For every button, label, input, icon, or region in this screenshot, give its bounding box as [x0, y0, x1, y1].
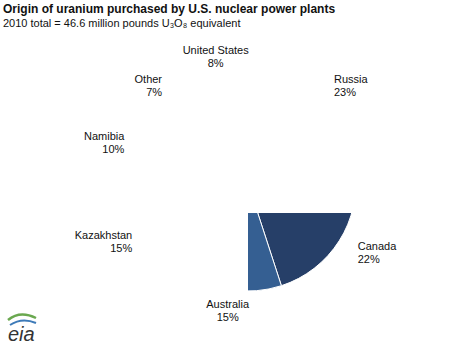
- logo-swoosh: [8, 314, 36, 320]
- slice-label: United States8%: [183, 44, 250, 69]
- pie-slice: [248, 213, 281, 291]
- logo-text: eia: [8, 323, 35, 345]
- data-label: 15%: [217, 311, 239, 323]
- pie: [248, 213, 356, 291]
- slice-name: Australia: [206, 298, 250, 310]
- chart: Origin of uranium purchased by U.S. nucl…: [0, 0, 470, 348]
- slice-name: United States: [183, 44, 250, 56]
- data-label: 23%: [334, 85, 356, 97]
- slice-name: Namibia: [84, 130, 125, 142]
- data-label: 15%: [110, 242, 132, 254]
- slice-label: Kazakhstan15%: [75, 229, 133, 254]
- slice-name: Russia: [334, 72, 369, 84]
- slice-label: Other7%: [135, 72, 163, 97]
- data-label: 7%: [146, 85, 162, 97]
- slice-name: Canada: [358, 240, 397, 252]
- slice-label: Canada22%: [358, 240, 397, 265]
- slice-label: Namibia10%: [84, 130, 125, 155]
- data-label: 22%: [358, 253, 380, 265]
- slice-label: Australia15%: [206, 298, 250, 323]
- data-label: 10%: [102, 143, 124, 155]
- labels: Russia23%Canada22%Australia15%Kazakhstan…: [75, 44, 397, 323]
- subtitle: 2010 total = 46.6 million pounds U₃O₈ eq…: [3, 17, 240, 29]
- slice-name: Kazakhstan: [75, 229, 132, 241]
- data-label: 8%: [208, 57, 224, 69]
- slice-label: Russia23%: [334, 72, 369, 97]
- title: Origin of uranium purchased by U.S. nucl…: [3, 2, 335, 16]
- slice-name: Other: [135, 72, 163, 84]
- logo: eia: [8, 314, 36, 345]
